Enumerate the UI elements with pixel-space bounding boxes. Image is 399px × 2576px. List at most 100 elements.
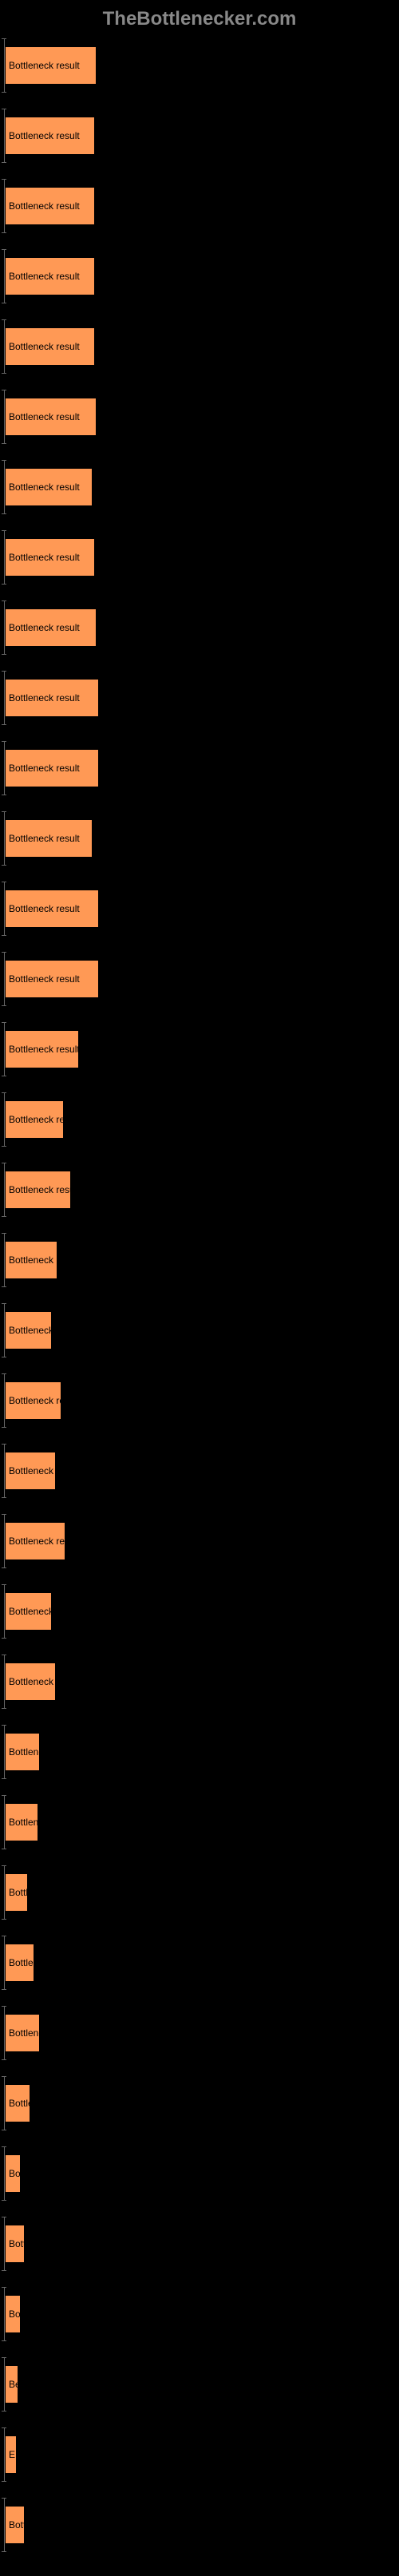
bar-row: Bott xyxy=(4,2225,395,2263)
bar-row: Bottleneck result xyxy=(4,538,395,577)
bar-label: Bo xyxy=(9,2308,21,2320)
chart-bar[interactable]: Bottlenec xyxy=(5,1733,40,1771)
bar-row: Bottleneck result xyxy=(4,1171,395,1209)
bar-row: E xyxy=(4,2435,395,2474)
bar-label: Bottleneck result xyxy=(9,1536,65,1547)
bar-label: Bottleneck result xyxy=(9,622,80,633)
bar-row: Bottleneck result xyxy=(4,679,395,717)
chart-bar[interactable]: Bottleneck result xyxy=(5,960,99,998)
chart-bar[interactable]: E xyxy=(5,2435,17,2474)
bar-label: Bottleneck result xyxy=(9,1254,57,1266)
bar-row: Bottleneck re xyxy=(4,1592,395,1631)
bar-row: Bottleneck result xyxy=(4,1241,395,1279)
bar-row: Bottleneck result xyxy=(4,819,395,858)
chart-bar[interactable]: Bottleneck re xyxy=(5,1311,52,1349)
bar-row: Bottleneck result xyxy=(4,1522,395,1560)
bar-label: Bottleneck result xyxy=(9,833,80,844)
chart-bar[interactable]: Bottleneck resu xyxy=(5,1452,56,1490)
bar-label: Bottleneck resu xyxy=(9,1676,56,1687)
chart-bar[interactable]: Bottleneck resu xyxy=(5,1663,56,1701)
bar-label: Bott xyxy=(9,2238,25,2249)
chart-bar[interactable]: Bottleneck result xyxy=(5,608,97,647)
chart-bar[interactable]: Bottleneck result xyxy=(5,187,95,225)
chart-bar[interactable]: Bottleneck result xyxy=(5,1171,71,1209)
chart-bar[interactable]: Bottle xyxy=(5,2084,30,2122)
bar-label: Bottleneck result xyxy=(9,763,80,774)
bar-row: Bottleneck result xyxy=(4,749,395,787)
chart-bar[interactable]: Bottleneck result xyxy=(5,46,97,85)
chart-bar[interactable]: Bottleneck result xyxy=(5,538,95,577)
bar-row: Bottleneck result xyxy=(4,1030,395,1068)
bar-row: Bo xyxy=(4,2154,395,2193)
bar-label: Bottleneck result xyxy=(9,341,80,352)
bar-row: Bottleneck resu xyxy=(4,1663,395,1701)
bar-row: Bottle xyxy=(4,1873,395,1912)
chart-bar[interactable]: Bottleneck result xyxy=(5,327,95,366)
bar-label: Bo xyxy=(9,2168,21,2179)
chart-bar[interactable]: Bottleneck result xyxy=(5,890,99,928)
chart-bar[interactable]: Bott xyxy=(5,2225,25,2263)
bar-row: Bo xyxy=(4,2295,395,2333)
chart-bar[interactable]: Be xyxy=(5,2365,18,2404)
bar-row: Bottleneck result xyxy=(4,608,395,647)
chart-bar[interactable]: Bottleneck result xyxy=(5,1522,65,1560)
chart-bar[interactable]: Bottleneck result xyxy=(5,468,93,506)
bar-label: Bottleneck re xyxy=(9,1606,52,1617)
bar-chart: Bottleneck result Bottleneck result Bottle… xyxy=(0,46,399,2544)
bar-label: Bottlenec xyxy=(9,2027,40,2039)
site-name: TheBottlenecker.com xyxy=(103,8,297,30)
site-header: TheBottlenecker.com xyxy=(0,0,399,46)
bar-row: Bottleneck result xyxy=(4,1381,395,1420)
chart-bar[interactable]: Bo xyxy=(5,2295,21,2333)
bar-row: Bottleneck resu xyxy=(4,1452,395,1490)
bar-row: Bottlenec xyxy=(4,2014,395,2052)
bar-label: Bottleneck result xyxy=(9,200,80,212)
chart-bar[interactable]: Bottleneck result xyxy=(5,117,95,155)
chart-bar[interactable]: Bo xyxy=(5,2154,21,2193)
bar-label: Be xyxy=(9,2379,18,2390)
bar-row: Bottleneck result xyxy=(4,187,395,225)
bar-row: Bottleneck result xyxy=(4,117,395,155)
chart-bar[interactable]: Bottlenec xyxy=(5,2014,40,2052)
bar-label: Bottleneck result xyxy=(9,1184,71,1195)
chart-bar[interactable]: Bottleneck result xyxy=(5,1241,57,1279)
bar-row: Bottleneck result xyxy=(4,327,395,366)
bar-label: Bottleneck result xyxy=(9,271,80,282)
bar-label: Bottleneck result xyxy=(9,1044,79,1055)
chart-bar[interactable]: Bott xyxy=(5,2506,25,2544)
chart-bar[interactable]: Bottleneck result xyxy=(5,257,95,295)
bar-label: Bottlenec xyxy=(9,1746,40,1758)
bar-row: Be xyxy=(4,2365,395,2404)
bar-label: Bottleneck result xyxy=(9,1395,61,1406)
bar-row: Bottlenec xyxy=(4,1733,395,1771)
bar-label: Bottlene xyxy=(9,1817,38,1828)
chart-bar[interactable]: Bottleneck re xyxy=(5,1592,52,1631)
bar-label: Bottleneck result xyxy=(9,60,80,71)
chart-bar[interactable]: Bottleneck result xyxy=(5,679,99,717)
bar-row: Bottleneck result xyxy=(4,890,395,928)
chart-bar[interactable]: Bottleneck result xyxy=(5,1100,64,1139)
chart-bar[interactable]: Bottlen xyxy=(5,1944,34,1982)
bar-row: Bottleneck result xyxy=(4,468,395,506)
bar-label: Bottleneck result xyxy=(9,130,80,141)
bar-label: Bottleneck re xyxy=(9,1325,52,1336)
chart-bar[interactable]: Bottleneck result xyxy=(5,398,97,436)
bar-label: Bottle xyxy=(9,1887,28,1898)
bar-label: Bottleneck result xyxy=(9,552,80,563)
chart-bar[interactable]: Bottlene xyxy=(5,1803,38,1841)
bar-label: Bottleneck result xyxy=(9,411,80,422)
chart-bar[interactable]: Bottle xyxy=(5,1873,28,1912)
bar-label: Bottleneck resu xyxy=(9,1465,56,1476)
bar-label: Bottlen xyxy=(9,1957,34,1968)
chart-bar[interactable]: Bottleneck result xyxy=(5,1030,79,1068)
bar-label: E xyxy=(9,2449,15,2460)
bar-row: Bottleneck result xyxy=(4,1100,395,1139)
chart-bar[interactable]: Bottleneck result xyxy=(5,1381,61,1420)
bar-label: Bottleneck result xyxy=(9,1114,64,1125)
bar-row: Bottlene xyxy=(4,1803,395,1841)
bar-label: Bottle xyxy=(9,2098,30,2109)
chart-bar[interactable]: Bottleneck result xyxy=(5,749,99,787)
bar-label: Bottleneck result xyxy=(9,973,80,985)
bar-label: Bottleneck result xyxy=(9,692,80,703)
chart-bar[interactable]: Bottleneck result xyxy=(5,819,93,858)
